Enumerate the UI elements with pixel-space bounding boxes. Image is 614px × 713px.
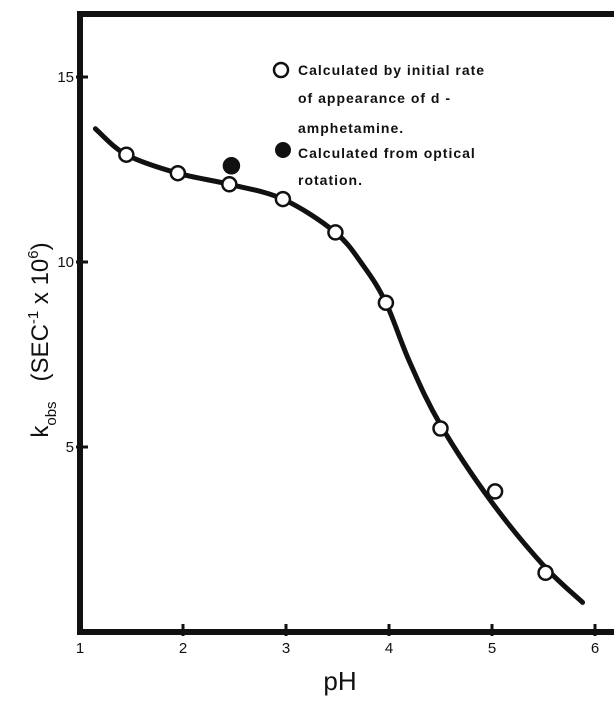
data-point-initial-rate	[377, 294, 395, 311]
y-axis-title-k: k	[27, 425, 54, 438]
x-tick-label: 4	[385, 640, 393, 657]
y-tick-label: 5	[66, 439, 74, 456]
data-point-initial-rate	[327, 224, 344, 241]
legend-entry-1-line-1: Calculated by initial rate	[298, 62, 485, 78]
x-axis-title: pH	[323, 666, 356, 696]
legend: Calculated by initial rate of appearance…	[272, 61, 485, 188]
legend-open-circle-marker	[272, 61, 290, 79]
data-point-initial-rate	[169, 164, 187, 182]
x-tick-label: 3	[282, 640, 290, 657]
data-point-initial-rate	[537, 564, 554, 582]
tick-labels: 1 2 3 4 5 6 5 10 15	[57, 69, 599, 657]
data-point-initial-rate	[221, 176, 238, 193]
fit-curve	[92, 126, 586, 605]
y-axis-title-unit-mid: x 10	[27, 259, 54, 311]
data-point-initial-rate	[118, 146, 135, 163]
y-axis-title-unit-close: )	[27, 242, 54, 250]
tick-marks	[76, 75, 597, 636]
x-tick-label: 2	[179, 640, 187, 657]
data-point-initial-rate	[486, 483, 504, 500]
legend-filled-circle-marker	[275, 142, 291, 158]
x-tick-label: 5	[488, 640, 496, 657]
legend-entry-2-line-1: Calculated from optical	[298, 145, 476, 161]
legend-entry-1-line-2: of appearance of d -	[298, 90, 451, 106]
x-tick-label: 1	[76, 640, 84, 657]
y-tick-label: 15	[57, 69, 74, 86]
data-point-optical-rotation	[222, 157, 241, 175]
legend-entry-1-line-3: amphetamine.	[298, 120, 404, 136]
legend-entry-2-line-2: rotation.	[298, 172, 363, 188]
y-tick-label: 10	[57, 254, 74, 271]
data-point-initial-rate	[432, 420, 449, 437]
axes-frame	[77, 11, 614, 635]
y-axis-title-sup: -1	[25, 311, 42, 324]
svg-text:kobs(SEC-1 x 106): kobs (SEC-1 x 106)	[25, 242, 60, 437]
data-points	[118, 146, 554, 582]
y-axis-title-subscript: obs	[43, 401, 60, 425]
x-tick-label: 6	[591, 640, 599, 657]
data-point-initial-rate	[274, 190, 292, 208]
y-axis-title-sup2: 6	[25, 250, 42, 258]
y-axis-title: kobs (SEC-1 x 106)	[25, 242, 60, 437]
y-axis-title-unit-open: (SEC	[27, 324, 54, 381]
